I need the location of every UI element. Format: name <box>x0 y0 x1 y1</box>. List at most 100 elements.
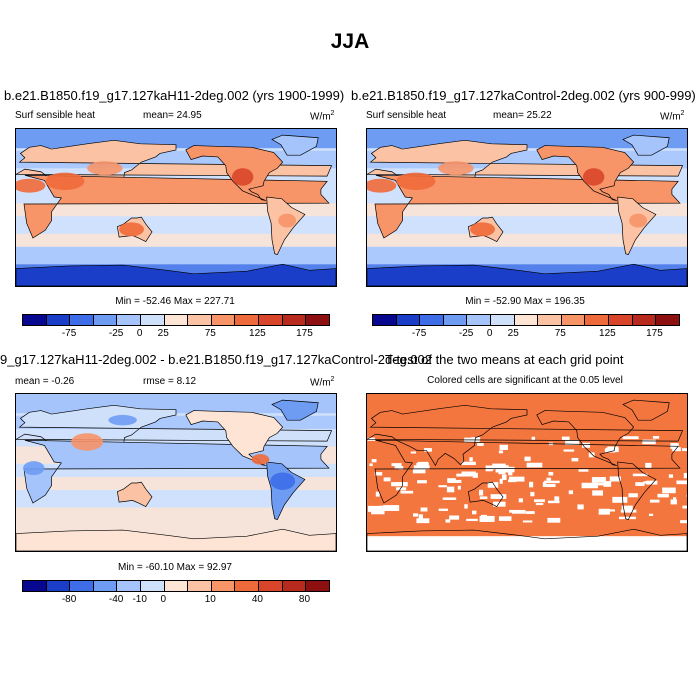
nonsignificant-cell <box>652 436 660 439</box>
colorbar-tick-label: -25 <box>458 328 474 339</box>
nonsignificant-cell <box>554 496 560 502</box>
colorbar-swatch <box>306 581 329 591</box>
nonsignificant-cell <box>492 501 506 507</box>
colorbar-swatch <box>514 315 539 325</box>
colorbar-strip <box>372 314 680 326</box>
panel3-colorbar: -80 -40 -10 0 10 40 80 <box>22 580 330 610</box>
nonsignificant-cell <box>457 485 461 490</box>
heat-anomaly <box>629 213 647 228</box>
colorbar-swatch <box>306 315 329 325</box>
colorbar-tick-label: -40 <box>108 594 124 605</box>
colorbar-swatch <box>141 581 165 591</box>
colorbar-swatch <box>561 315 586 325</box>
nonsignificant-cell <box>547 517 561 523</box>
nonsignificant-cell <box>447 479 462 483</box>
colorbar-swatch <box>282 581 307 591</box>
panel4-subtitle: Colored cells are significant at the 0.0… <box>427 375 623 386</box>
continent-greenland <box>622 134 670 156</box>
colorbar-tick-label: 0 <box>486 328 493 339</box>
panel3-mean-label: mean = -0.26 <box>15 376 75 387</box>
continent-africa <box>374 174 681 239</box>
colorbar-tick-label: 0 <box>136 328 143 339</box>
nonsignificant-cell <box>420 507 428 512</box>
nonsignificant-cell <box>577 504 584 510</box>
nonsignificant-cell <box>622 436 639 440</box>
nonsignificant-cell <box>588 452 595 458</box>
nonsignificant-cell <box>578 469 589 472</box>
heat-anomaly <box>396 172 436 191</box>
nonsignificant-cell <box>591 483 605 486</box>
panel4-title: T-test of the two means at each grid poi… <box>385 352 624 367</box>
nonsignificant-cell <box>383 477 391 482</box>
map-svg <box>16 394 336 551</box>
heat-anomaly <box>470 222 495 237</box>
colorbar-tick-label: 25 <box>157 328 169 339</box>
nonsignificant-cell <box>416 518 430 524</box>
colorbar-swatch <box>396 315 421 325</box>
panel3-rmse-value: 8.12 <box>176 376 197 387</box>
panel2-variable-label: Surf sensible heat <box>366 110 447 121</box>
colorbar-swatch <box>282 315 307 325</box>
nonsignificant-cell <box>680 520 687 524</box>
nonsignificant-cell <box>534 499 545 503</box>
colorbar-swatch <box>235 315 260 325</box>
colorbar-swatch <box>259 581 283 591</box>
nonsignificant-cell <box>621 505 633 511</box>
panel4-map <box>366 393 688 552</box>
heat-band <box>367 233 687 247</box>
colorbar-tick-label: 75 <box>204 328 216 339</box>
nonsignificant-cell <box>416 463 429 466</box>
heat-anomaly <box>45 172 85 191</box>
nonsignificant-cell <box>464 504 468 509</box>
colorbar-swatch <box>467 315 492 325</box>
nonsignificant-cell <box>499 478 503 484</box>
panel2-colorbar: -75 -25 0 25 75 125 175 <box>372 314 680 344</box>
coastline-antarctica <box>367 528 687 551</box>
colorbar-swatch <box>93 581 118 591</box>
colorbar-swatch <box>188 315 212 325</box>
panel2-units: W/m2 <box>660 110 685 123</box>
nonsignificant-cell <box>642 439 656 445</box>
nonsignificant-cell <box>456 473 465 477</box>
nonsignificant-cell <box>374 472 383 476</box>
colorbar-swatch <box>443 315 468 325</box>
coastline-eurasia <box>367 404 684 467</box>
nonsignificant-cell <box>461 461 476 466</box>
nonsignificant-cell <box>561 436 570 440</box>
nonsignificant-cell <box>487 482 499 488</box>
heat-anomaly <box>23 461 45 476</box>
nonsignificant-cell <box>508 469 513 476</box>
nonsignificant-cell <box>591 477 606 483</box>
colorbar-tick-label: -75 <box>61 328 77 339</box>
colorbar-strip <box>22 580 330 592</box>
coastline-australia <box>467 481 504 507</box>
nonsignificant-cell <box>509 476 525 482</box>
panel3-units: W/m2 <box>310 376 335 389</box>
panel1-colorbar: -75 -25 0 25 75 125 175 <box>22 314 330 344</box>
heat-band <box>16 489 336 508</box>
nonsignificant-cell <box>383 505 400 511</box>
nonsignificant-cell <box>485 515 495 522</box>
heat-anomaly <box>583 168 605 186</box>
nonsignificant-cell <box>548 471 554 476</box>
colorbar-swatch <box>259 315 283 325</box>
nonsignificant-cell <box>438 485 447 488</box>
nonsignificant-cell <box>449 515 460 520</box>
continent-greenland <box>271 134 319 156</box>
colorbar-tick-label: 80 <box>298 594 311 605</box>
colorbar-swatch <box>117 315 142 325</box>
panel3-rmse-label: rmse = 8.12 <box>143 376 197 387</box>
colorbar-strip <box>22 314 330 326</box>
panel3-mean-value: -0.26 <box>51 376 75 387</box>
nonsignificant-cell <box>391 463 402 467</box>
colorbar-tick-label: 0 <box>160 594 166 605</box>
nonsignificant-cell <box>495 467 510 473</box>
colorbar-swatch <box>211 315 236 325</box>
nonsignificant-cell <box>413 465 430 470</box>
nonsignificant-cell <box>469 457 473 462</box>
nonsignificant-cell <box>676 480 687 485</box>
nonsignificant-cell <box>371 459 377 463</box>
colorbar-swatch <box>164 315 189 325</box>
colorbar-swatch <box>46 581 71 591</box>
heat-anomaly <box>251 454 270 465</box>
